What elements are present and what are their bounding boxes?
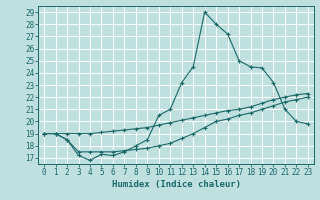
X-axis label: Humidex (Indice chaleur): Humidex (Indice chaleur) (111, 180, 241, 189)
